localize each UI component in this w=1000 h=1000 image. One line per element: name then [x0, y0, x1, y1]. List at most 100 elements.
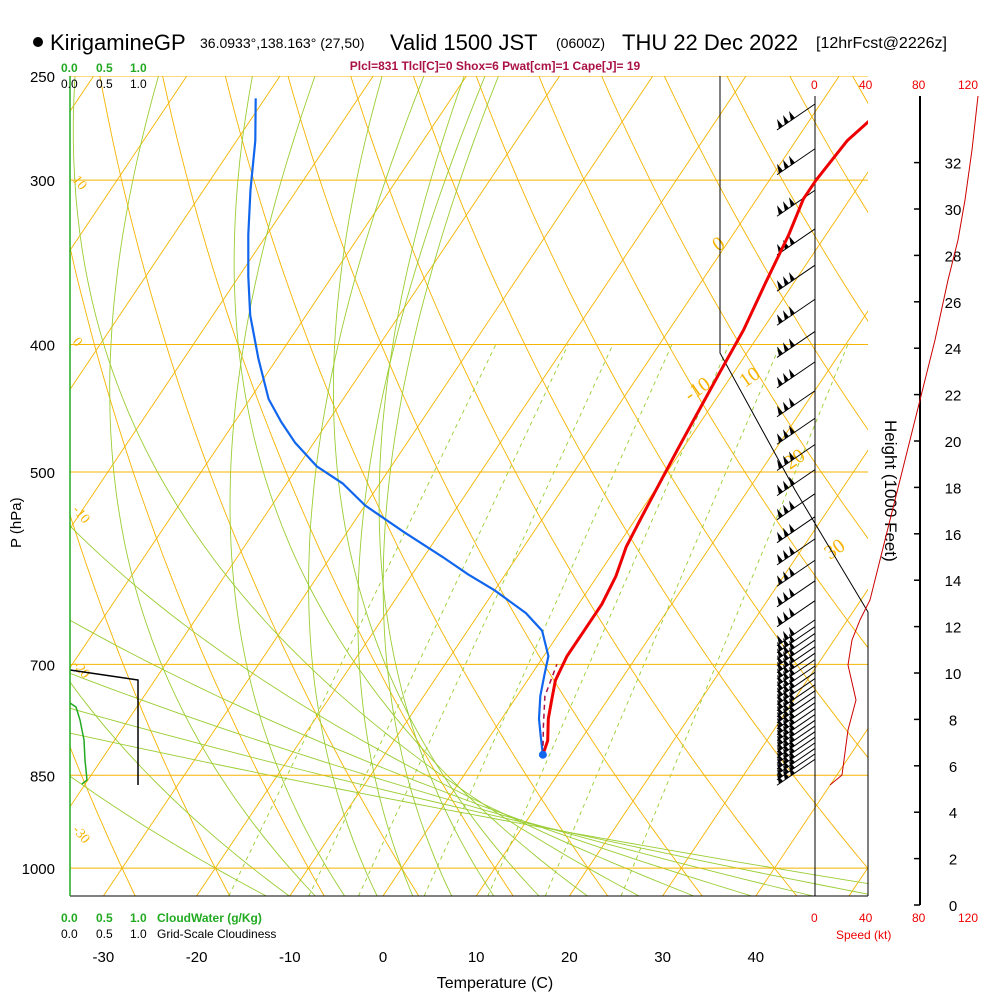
- mixing-ratio-line: [620, 344, 849, 896]
- wind-barb-flag: [777, 711, 783, 722]
- moist-adiabat-line: [332, 76, 540, 896]
- cloudiness-bottom-tick: 1.0: [130, 927, 147, 941]
- wind-barb: [776, 702, 816, 730]
- wind-barb-flag: [789, 640, 795, 651]
- cloudiness-bottom-tick: 0.5: [96, 927, 113, 941]
- wind-barb-flag: [777, 661, 783, 672]
- wind-barb-flag: [783, 401, 789, 412]
- wind-barb-flag: [789, 272, 795, 283]
- cloudwater-top-scale: 0.0 0.5 1.0: [61, 61, 147, 75]
- moist-adiabat-line: [378, 76, 495, 896]
- wind-barb-flag: [777, 433, 783, 444]
- wind-barb-flag: [789, 607, 795, 618]
- wind-barb-staff: [776, 665, 816, 693]
- wind-barb-flag: [777, 595, 783, 606]
- sounding-profiles: [247, 98, 868, 759]
- wind-barb-flag: [783, 713, 789, 724]
- moist-adiabat-line: [233, 76, 588, 896]
- wind-barb-staff: [776, 758, 816, 786]
- wind-barb-flag: [777, 668, 783, 679]
- dry-adiabat-line: [350, 76, 798, 896]
- dry-adiabat-line: [162, 76, 514, 896]
- wind-barb-flag: [777, 508, 783, 519]
- pressure-tick-label: 700: [30, 657, 55, 674]
- mixing-ratio-line: [423, 344, 673, 896]
- wind-barb-staff: [776, 298, 816, 326]
- isotherm-line: [196, 76, 747, 896]
- wind-barb: [776, 708, 816, 736]
- wind-barb-flag: [789, 673, 795, 684]
- wind-barb: [776, 330, 816, 358]
- pressure-tick-label: 400: [30, 338, 55, 355]
- dry-adiabat-label: 0: [708, 232, 729, 256]
- wind-barb-staff: [776, 742, 816, 770]
- height-tick-label: 24: [945, 341, 962, 358]
- pressure-tick-label: 300: [30, 173, 55, 190]
- wind-barb: [776, 652, 816, 680]
- wind-barb-staff: [776, 228, 816, 256]
- wind-barb-flag: [783, 276, 789, 287]
- isotherm-label: 10: [69, 173, 89, 193]
- isotherm-line: [475, 310, 868, 896]
- wind-barb-flag: [789, 235, 795, 246]
- wind-barb-staff: [776, 684, 816, 712]
- moist-adiabat-line: [70, 775, 267, 896]
- temperature-tick-label: 10: [468, 949, 485, 966]
- mixing-ratio-line: [487, 344, 730, 896]
- isotherm-line: [755, 727, 868, 896]
- wind-barb-flag: [783, 683, 789, 694]
- wind-barb-flag: [783, 114, 789, 125]
- height-tick-label: 2: [949, 852, 957, 869]
- wind-barb-staff: [776, 671, 816, 699]
- temperature-tick-label: 30: [654, 949, 671, 966]
- wind-barb-flag: [783, 591, 789, 602]
- height-tick-label: 30: [945, 202, 962, 219]
- cloudwater-bottom-tick: 0.5: [96, 911, 113, 925]
- isotherm-line: [70, 76, 281, 391]
- wind-barb-flag: [783, 480, 789, 491]
- wind-barb: [776, 493, 816, 521]
- wind-barb-flag: [777, 346, 783, 357]
- height-tick-label: 22: [945, 388, 962, 405]
- wind-barb-staff: [776, 736, 816, 764]
- mixing-ratio-label: 3: [354, 901, 370, 917]
- dry-adiabat-line: [99, 76, 420, 896]
- wind-barb: [776, 103, 816, 131]
- wind-barb-flag: [777, 723, 783, 734]
- wind-barb-staff: [776, 659, 816, 687]
- station-name: KirigamineGP: [50, 30, 186, 55]
- speed-axis-label: Speed (kt): [836, 928, 891, 942]
- wind-barb-flag: [789, 567, 795, 578]
- moist-adiabat-line: [70, 672, 814, 896]
- wind-barb-staff: [776, 646, 816, 674]
- tropopause-boundary: [719, 76, 869, 896]
- pressure-tick-label: 500: [30, 465, 55, 482]
- pressure-tick-label: 850: [30, 768, 55, 785]
- wind-barb-flag: [777, 774, 783, 785]
- wind-barb-flag: [783, 657, 789, 668]
- station-coords: 36.0933°,138.163° (27,50): [200, 35, 365, 51]
- wind-barb-flag: [777, 405, 783, 416]
- wind-barb-flag: [789, 523, 795, 534]
- wind-barb-flag: [789, 425, 795, 436]
- wind-barb-flag: [777, 729, 783, 740]
- wind-barb-flag: [783, 725, 789, 736]
- y-axis-label: P (hPa): [8, 497, 25, 548]
- cloudiness-bottom-tick: 0.0: [61, 927, 78, 941]
- wind-barb: [776, 264, 816, 292]
- wind-barb-staff: [776, 619, 816, 647]
- height-tick-label: 32: [945, 156, 962, 173]
- wind-barb: [776, 753, 816, 781]
- height-tick-label: 14: [945, 573, 962, 590]
- moist-adiabat-line: [382, 76, 499, 896]
- cloudwater-label: CloudWater (g/Kg): [157, 911, 262, 925]
- wind-barb-flag: [777, 641, 783, 652]
- cloudwater-profile: [69, 702, 88, 785]
- wind-barb: [776, 684, 816, 712]
- wind-barb-staff: [776, 747, 816, 775]
- dry-adiabat-line: [224, 76, 609, 896]
- wind-barb-flag: [783, 310, 789, 321]
- wind-barb-flag: [789, 647, 795, 658]
